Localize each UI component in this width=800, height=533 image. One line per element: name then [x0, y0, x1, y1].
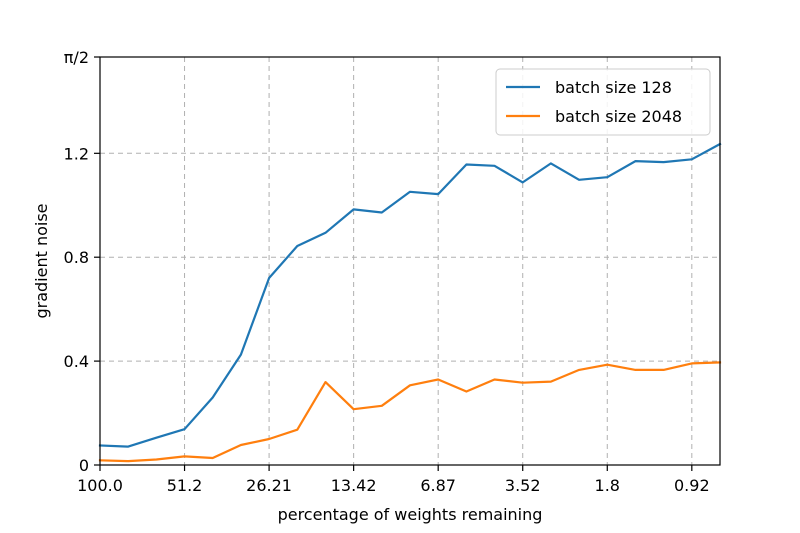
legend-box	[495, 68, 711, 136]
legend-label-1: batch size 128	[555, 78, 672, 97]
y-tick-label: π/2	[64, 48, 89, 67]
x-tick-label: 6.87	[420, 476, 456, 495]
y-tick-label: 0.8	[64, 248, 89, 267]
y-tick-label: 0.4	[64, 352, 89, 371]
x-tick-label: 13.42	[331, 476, 377, 495]
x-tick-label: 3.52	[505, 476, 541, 495]
x-axis-label: percentage of weights remaining	[278, 505, 543, 524]
x-tick-label: 100.0	[77, 476, 123, 495]
x-tick-label: 26.21	[246, 476, 292, 495]
legend-label-2: batch size 2048	[555, 107, 682, 126]
series-line-1	[98, 142, 722, 448]
x-tick-label: 0.92	[674, 476, 710, 495]
y-tick-label: 0	[79, 456, 89, 475]
series-line-2	[98, 361, 722, 463]
y-axis-label: gradient noise	[32, 203, 51, 318]
ticks: 100.0 51.2 26.21 13.42 6.87 3.52 1.8 0.92 0 0.4 0.…	[64, 48, 710, 495]
legend: batch size 128 batch size 2048	[495, 68, 711, 136]
x-tick-label: 1.8	[595, 476, 620, 495]
plot-frame	[99, 56, 721, 466]
x-tick-label: 51.2	[167, 476, 203, 495]
y-tick-label: 1.2	[64, 144, 89, 163]
series-layer	[98, 142, 722, 463]
